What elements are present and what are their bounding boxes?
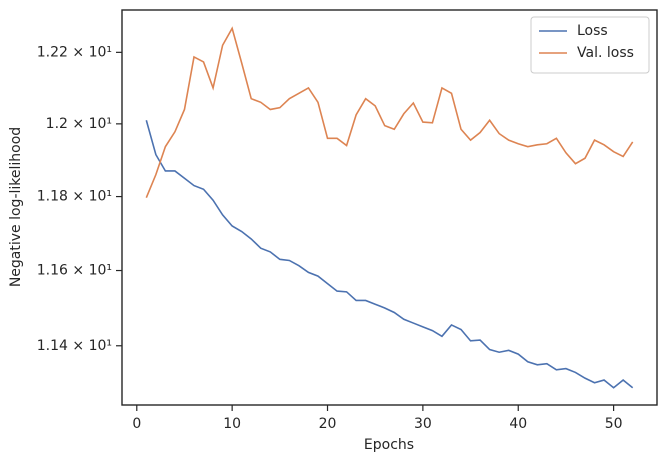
legend-label: Val. loss [577,45,634,61]
series-line [145,120,634,389]
y-tick-label: 1.18 × 10¹ [37,189,112,205]
x-tick-label: 0 [132,416,141,432]
plot-frame [121,9,658,406]
x-axis-label: Epochs [364,437,414,453]
y-tick-label: 1.2 × 10¹ [46,116,112,132]
x-tick-label: 20 [319,416,337,432]
legend-label: Loss [577,23,608,39]
y-axis-label: Negative log-likelihood [8,127,24,287]
x-tick-label: 10 [223,416,241,432]
x-tick-label: 30 [414,416,432,432]
x-tick-label: 50 [605,416,623,432]
y-tick-label: 1.14 × 10¹ [37,338,112,354]
series-line [145,26,634,198]
x-tick-label: 40 [509,416,527,432]
y-tick-label: 1.16 × 10¹ [37,263,112,279]
y-tick-label: 1.22 × 10¹ [37,44,112,60]
